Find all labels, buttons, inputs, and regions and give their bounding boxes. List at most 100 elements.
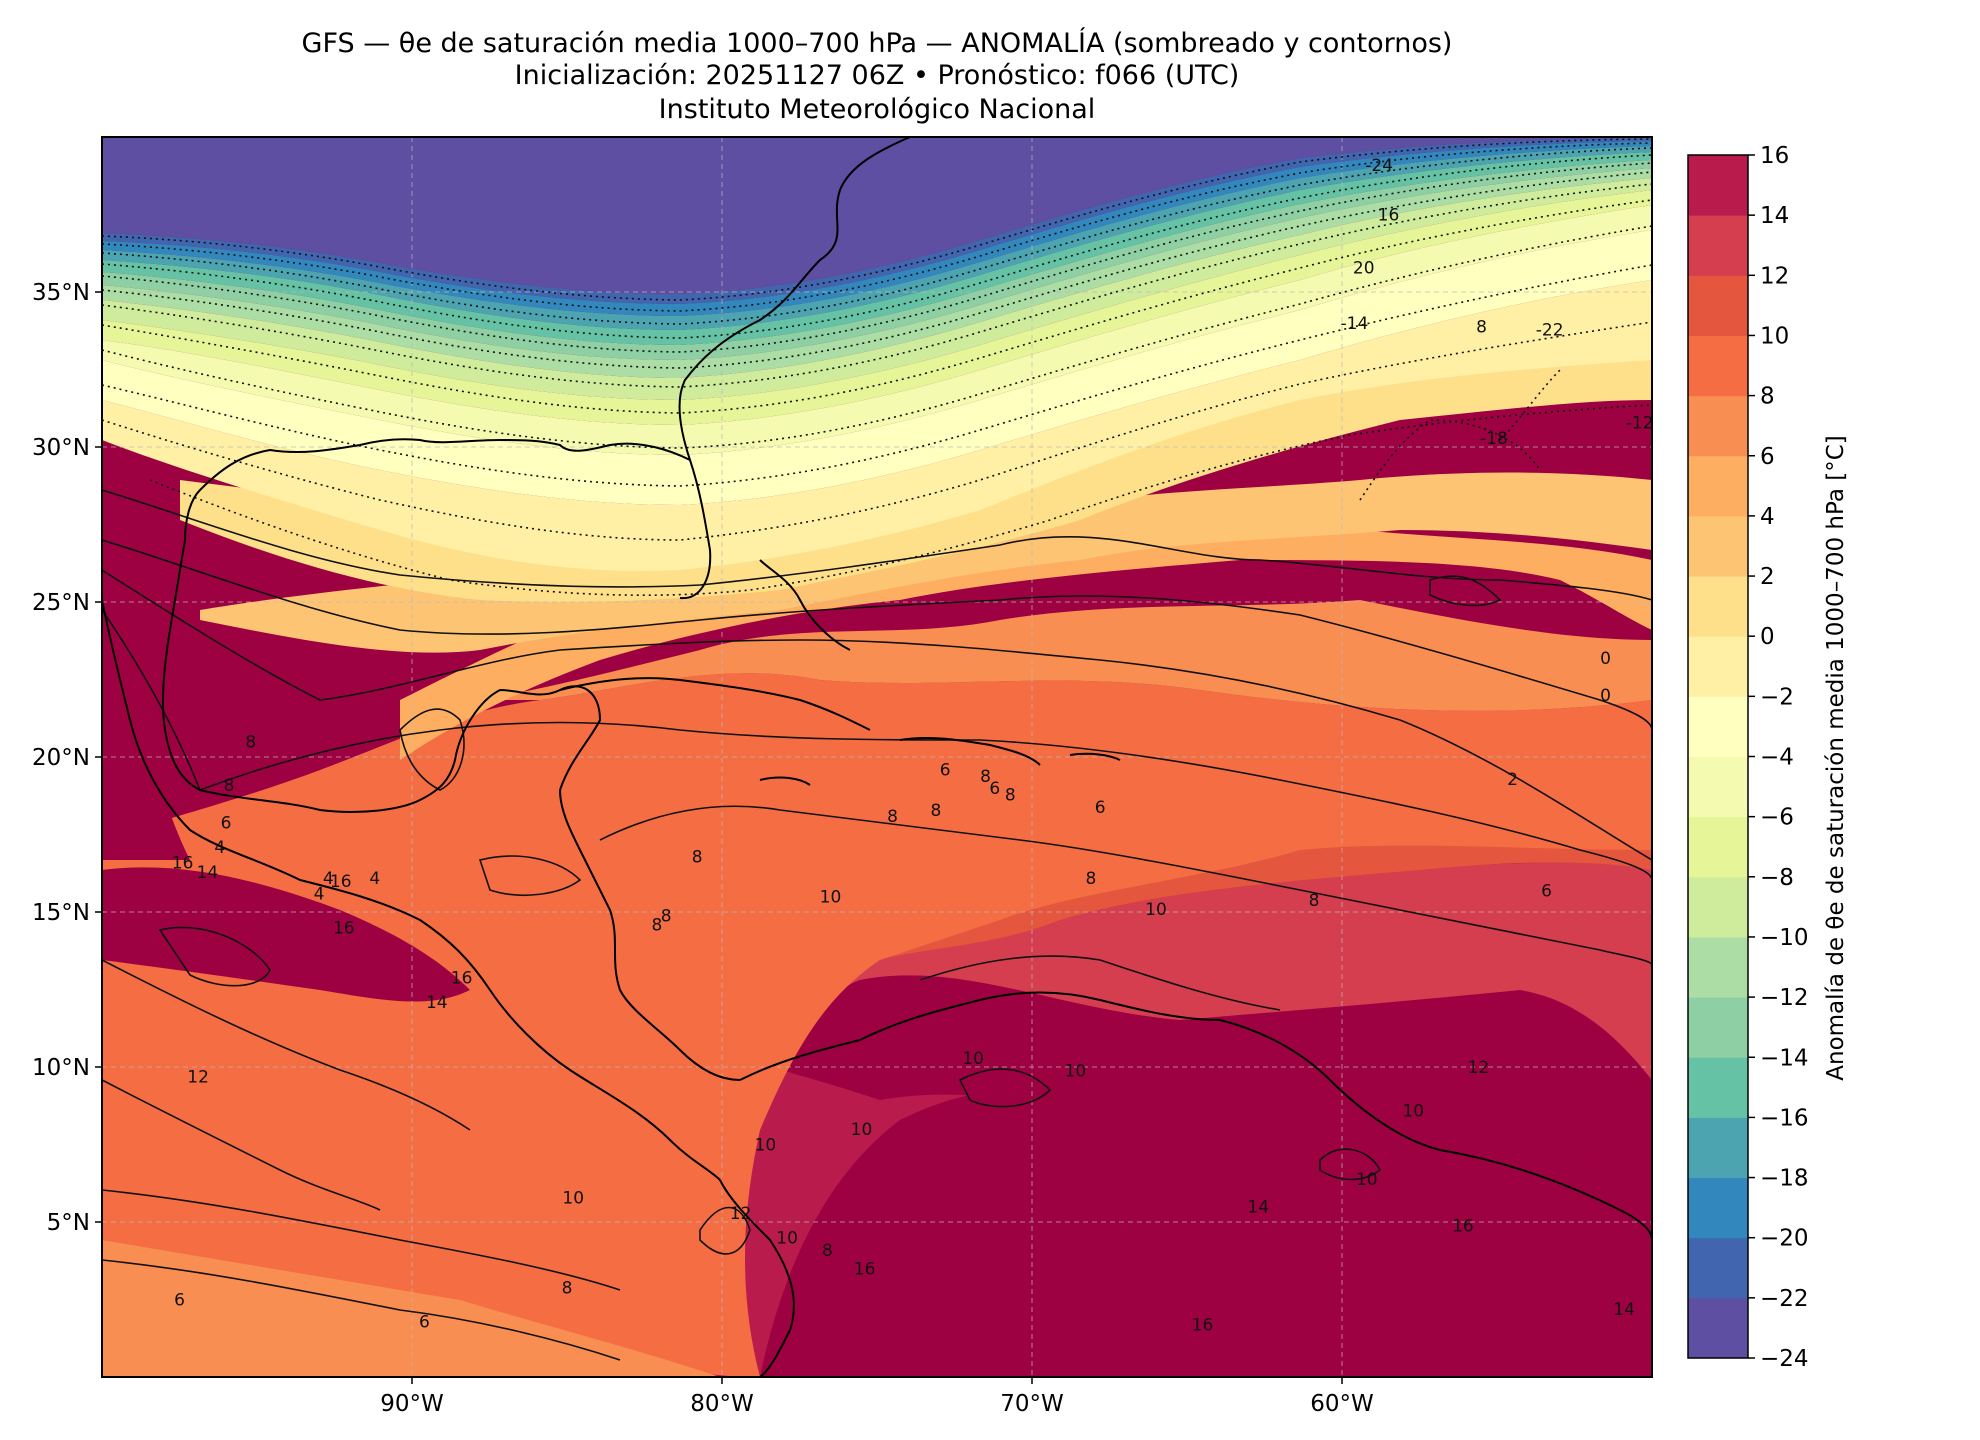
- contour-label: 8: [224, 776, 235, 796]
- florida-peninsula: [499, 439, 691, 461]
- contour-label: -12: [1626, 413, 1654, 433]
- contour-label: 4: [314, 885, 325, 905]
- colorbar-segment: [1688, 1057, 1748, 1118]
- colorbar-tick-label: −16: [1760, 1105, 1809, 1131]
- contour-label: 12: [187, 1068, 209, 1088]
- contour-label: 6: [419, 1312, 430, 1332]
- contour-label: 16: [1192, 1316, 1214, 1336]
- colorbar-segment: [1688, 1237, 1748, 1299]
- contour-label: -24: [1365, 156, 1393, 176]
- contour-label: 16: [1378, 206, 1400, 226]
- lon-tick-label: 70°W: [1000, 1391, 1064, 1417]
- contour-label: -18: [1480, 429, 1508, 449]
- colorbar-segment: [1688, 696, 1748, 757]
- colorbar-tick-label: 2: [1760, 564, 1775, 590]
- colorbar-segment: [1688, 936, 1748, 998]
- colorbar-tick-label: −22: [1760, 1286, 1809, 1312]
- mexico-gulf-coast: [161, 539, 456, 813]
- colorbar-segment: [1688, 636, 1748, 697]
- lat-tick-label: 25°N: [32, 590, 90, 616]
- colorbar-tick-label: −10: [1760, 925, 1809, 951]
- band-0-2: [200, 472, 1652, 653]
- lon-tick-label: 90°W: [380, 1391, 444, 1417]
- contour-label: 16: [854, 1260, 876, 1280]
- mexico-warm-coast: [102, 560, 190, 860]
- contour-label: 6: [221, 813, 232, 833]
- contour-label: -4: [1758, 537, 1775, 557]
- contour-label: 10: [1145, 900, 1167, 920]
- contour-label: 12: [1468, 1058, 1490, 1078]
- band-6-8: [102, 673, 1652, 1377]
- colorbar-tick-label: 14: [1760, 203, 1789, 229]
- contour-label: 0: [1600, 649, 1611, 669]
- colorbar-tick-label: −8: [1760, 865, 1794, 891]
- colorbar-segment: [1688, 876, 1748, 938]
- contour-label: -6: [1659, 435, 1676, 455]
- band-m14-m12: [102, 168, 1652, 378]
- colorbar: −24−22−20−18−16−14−12−10−8−6−4−202468101…: [1687, 143, 1809, 1372]
- colorbar-segment: [1688, 455, 1748, 517]
- contour-label: 8: [980, 767, 991, 787]
- hispaniola: [899, 736, 1041, 766]
- lat-tick-label: 35°N: [32, 280, 90, 306]
- colorbar-segment: [1688, 997, 1748, 1058]
- init-forecast-line: Inicialización: 20251127 06Z • Pronóstic…: [514, 60, 1240, 91]
- contour-label: 8: [1476, 317, 1487, 337]
- contour-label: 14: [197, 863, 219, 883]
- map-title: GFS — θe de saturación media 1000–700 hP…: [301, 28, 1453, 59]
- colorbar-tick-label: 0: [1760, 624, 1775, 650]
- coastlines: [102, 137, 1652, 1377]
- lat-tick-label: 20°N: [32, 745, 90, 771]
- contour-label: 0: [1600, 686, 1611, 706]
- contour-label: 16: [333, 919, 355, 939]
- contour-label: 6: [174, 1291, 185, 1311]
- colorbar-tick-label: −24: [1760, 1346, 1809, 1372]
- contour-label: 16: [330, 872, 352, 892]
- anomaly-shading: [102, 137, 1652, 1377]
- contour-label: 12: [730, 1204, 752, 1224]
- contour-label: 4: [369, 869, 380, 889]
- contour-label: 16: [172, 854, 194, 874]
- band-m12-m10: [102, 178, 1652, 400]
- contour-label: 10: [776, 1229, 798, 1249]
- contour-label: 10: [851, 1120, 873, 1140]
- colorbar-segment: [1688, 215, 1748, 276]
- mexico-pacific-coast: [102, 599, 721, 1181]
- contour-label: 6: [1095, 798, 1106, 818]
- gulf-coast: [184, 438, 501, 541]
- contour-label: 6: [989, 779, 1000, 799]
- lon-tick-label: 60°W: [1310, 1391, 1374, 1417]
- contour-label: 4: [214, 838, 225, 858]
- colorbar-segment: [1688, 1117, 1748, 1179]
- colorbar-tick-label: 4: [1760, 504, 1775, 530]
- colorbar-segment: [1688, 1177, 1748, 1239]
- contour-label: 10: [1356, 1170, 1378, 1190]
- colorbar-tick-label: 10: [1760, 323, 1789, 349]
- bahamas: [759, 559, 851, 651]
- cuba: [559, 677, 871, 731]
- colorbar-tick-label: 8: [1760, 384, 1775, 410]
- contour-label: 14: [1613, 1300, 1635, 1320]
- band-m16-m14: [102, 160, 1652, 360]
- colorbar-tick-label: −20: [1760, 1226, 1809, 1252]
- colorbar-segment: [1688, 756, 1748, 818]
- colorbar-tick-label: −18: [1760, 1166, 1809, 1192]
- colorbar-tick-label: −2: [1760, 684, 1794, 710]
- contour-label: -22: [1536, 320, 1564, 340]
- guyana-warm: [1380, 1099, 1588, 1180]
- contour-label: 6: [940, 761, 951, 781]
- colorbar-segment: [1688, 155, 1748, 216]
- colorbar-segment: [1688, 1297, 1748, 1359]
- map-plot-area: [102, 137, 1652, 1377]
- colorbar-tick-label: 12: [1760, 263, 1789, 289]
- contour-label: 2: [1507, 770, 1518, 790]
- contour-label: 8: [661, 906, 672, 926]
- positive-contours: [102, 489, 1652, 1361]
- colorbar-segment: [1688, 395, 1748, 457]
- contour-label: 8: [1005, 785, 1016, 805]
- lon-tick-label: 80°W: [690, 1391, 754, 1417]
- contour-label: 10: [1402, 1102, 1424, 1122]
- contour-label: 8: [692, 847, 703, 867]
- south-america-north-coast: [739, 991, 1652, 1241]
